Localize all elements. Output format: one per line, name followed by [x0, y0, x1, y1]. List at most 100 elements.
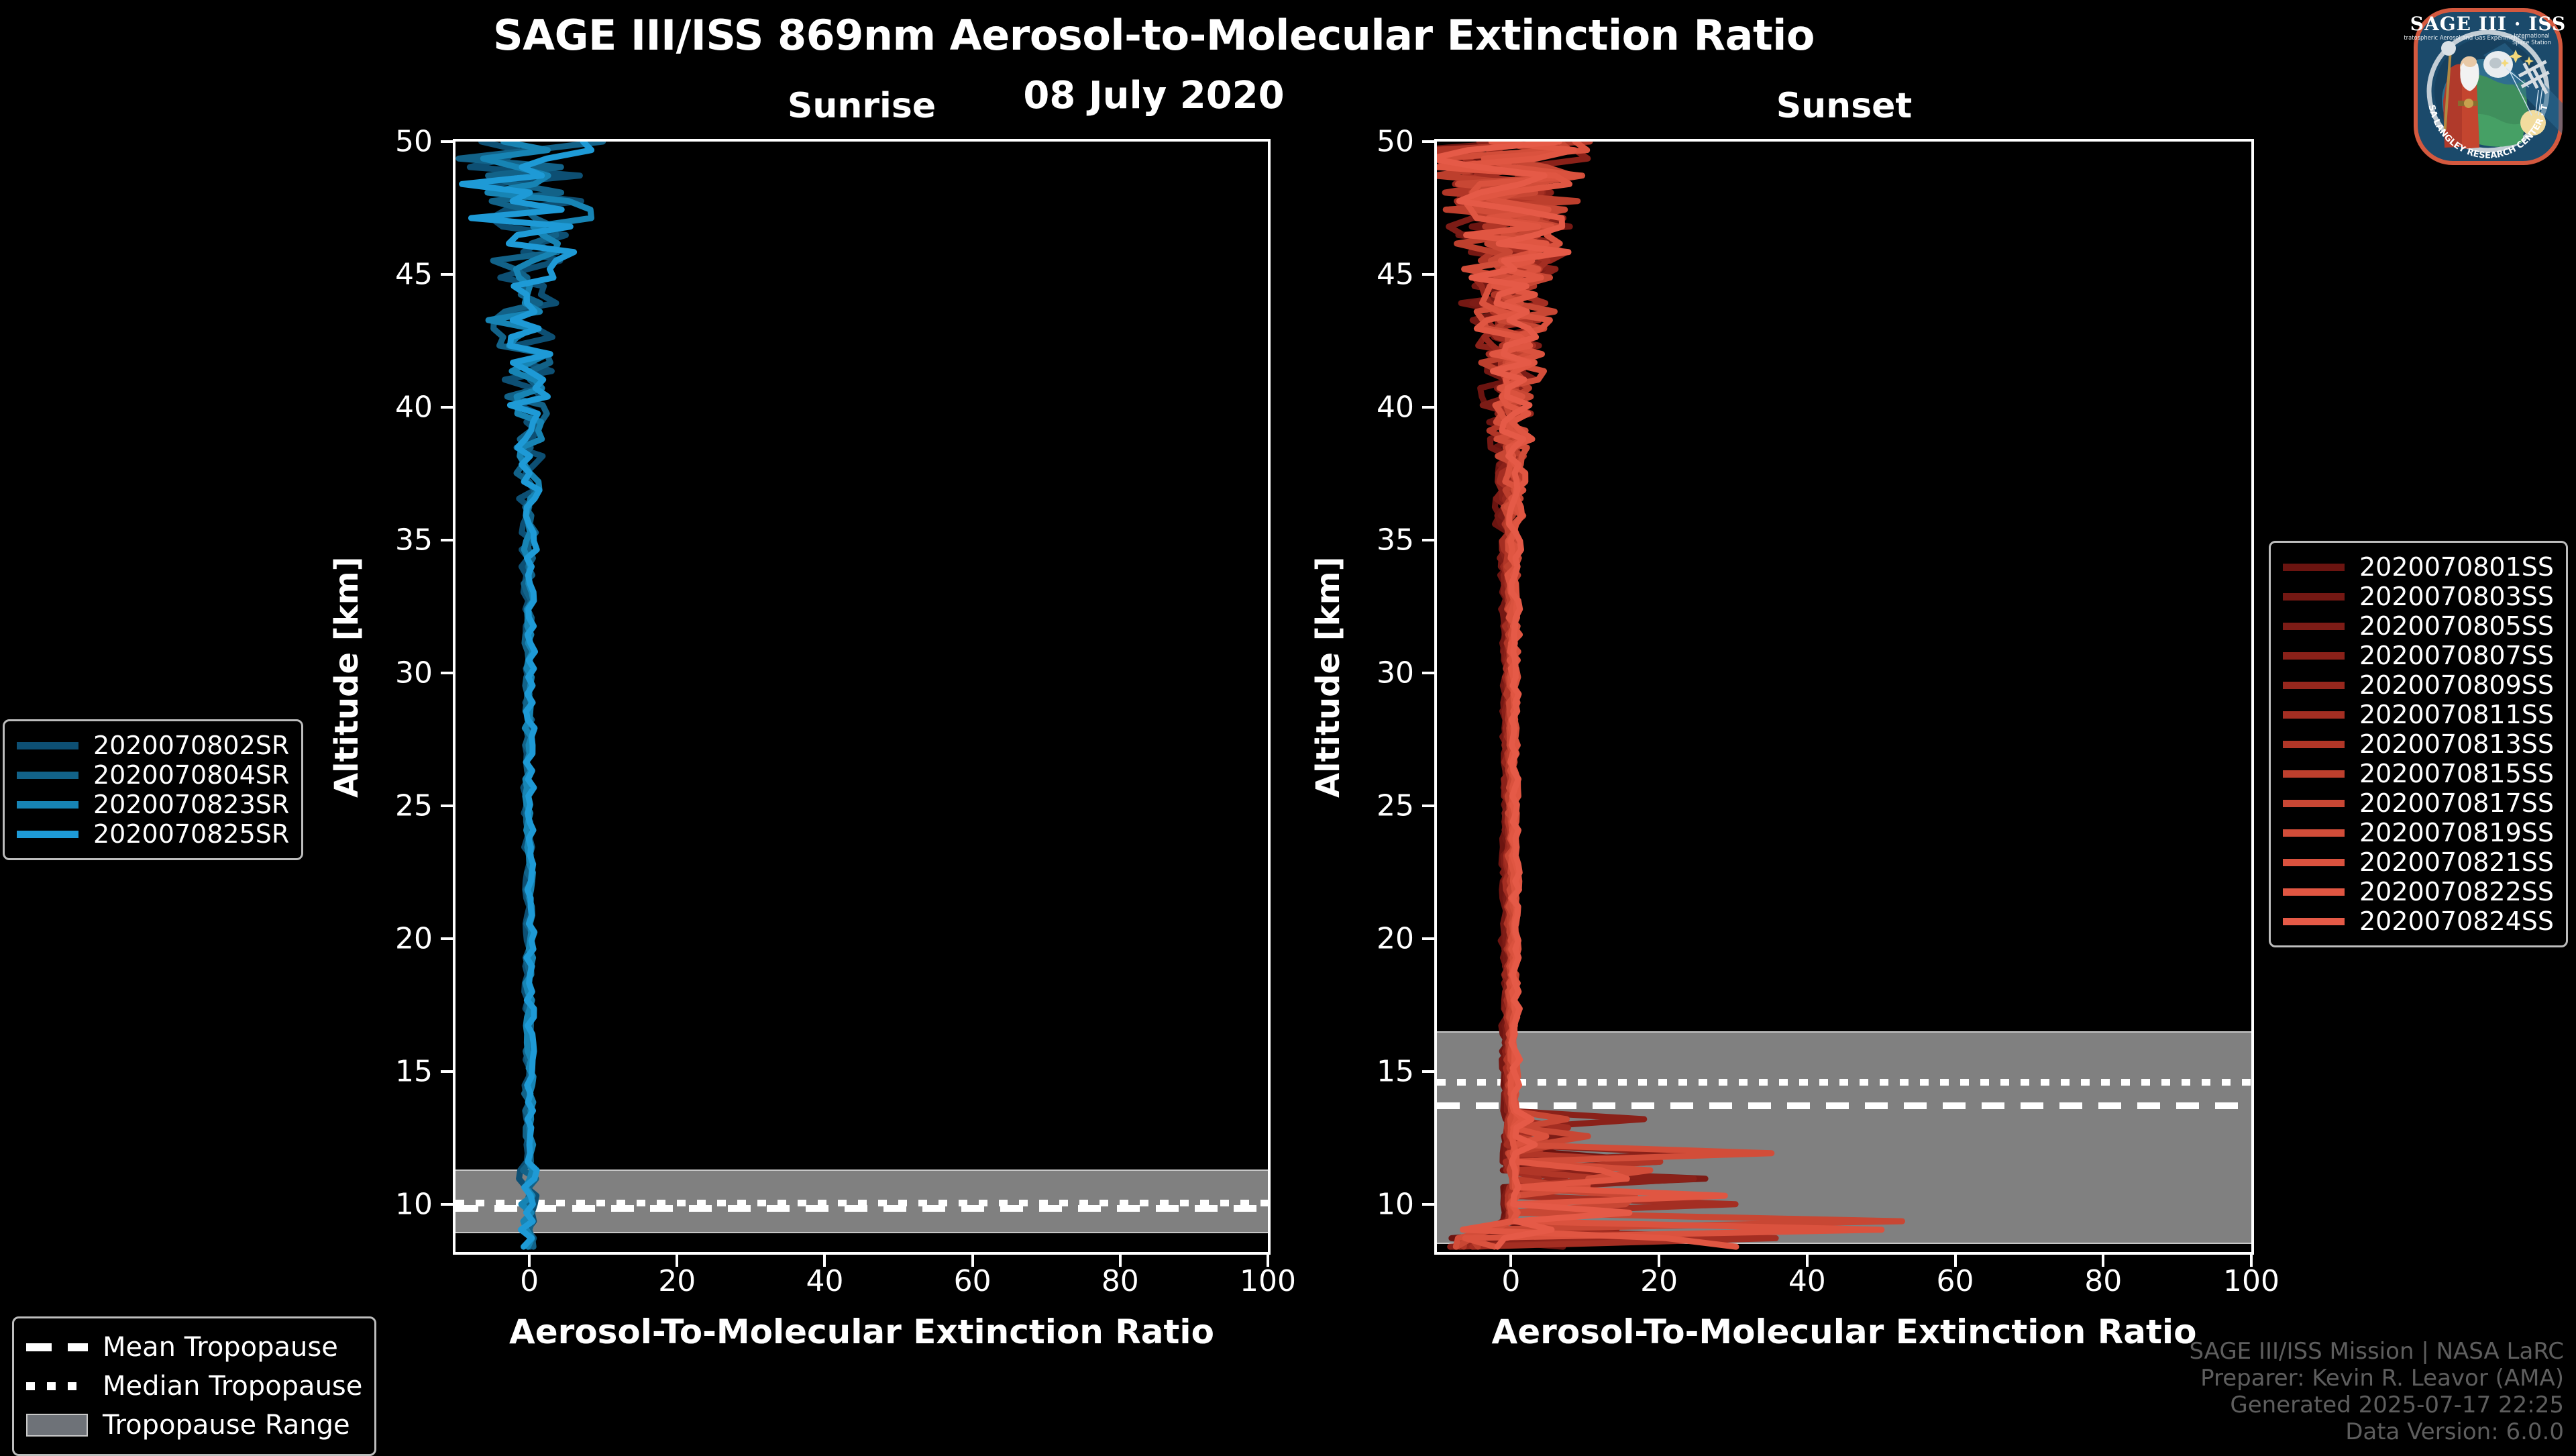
axis-xtick-mark: [1118, 1255, 1122, 1267]
sunset-plot-area: [1434, 139, 2254, 1255]
legend-item-2020070809SS: 2020070809SS: [2283, 670, 2554, 700]
legend-label-2020070803SS: 2020070803SS: [2359, 582, 2555, 611]
series-color-swatch: [2283, 799, 2345, 807]
axis-ytick-label-sunset-15: 15: [1377, 1054, 1414, 1089]
page-subtitle-date: 08 July 2020: [1023, 74, 1285, 117]
footer-preparer: Preparer: Kevin R. Leavor (AMA): [2200, 1364, 2564, 1392]
legend-item-2020070803SS: 2020070803SS: [2283, 582, 2554, 611]
legend-item-2020070824SS: 2020070824SS: [2283, 906, 2554, 936]
axis-ytick-label-sunrise-30: 30: [395, 656, 433, 690]
series-color-swatch: [17, 800, 78, 809]
legend-label-2020070807SS: 2020070807SS: [2359, 641, 2555, 670]
axis-ytick-mark: [1422, 538, 1434, 541]
footer-credits: SAGE III/ISS Mission | NASA LaRC Prepare…: [2189, 1338, 2564, 1445]
axis-xtick-label-sunrise-40: 40: [806, 1264, 844, 1298]
sunset-panel-title: Sunset: [1776, 86, 1913, 126]
axis-ytick-label-sunset-20: 20: [1377, 921, 1414, 956]
legend-label-2020070825SR: 2020070825SR: [93, 819, 290, 849]
axis-xtick-label-sunset-20: 20: [1640, 1264, 1678, 1298]
axis-ytick-label-sunrise-50: 50: [395, 124, 433, 159]
legend-item-2020070804SR: 2020070804SR: [17, 760, 289, 790]
series-color-swatch: [2283, 829, 2345, 837]
axis-ytick-label-sunrise-10: 10: [395, 1187, 433, 1222]
legend-item-2020070821SS: 2020070821SS: [2283, 847, 2554, 877]
axis-xtick-mark: [971, 1255, 974, 1267]
axis-xtick-mark: [1953, 1255, 1957, 1267]
axis-xtick-mark: [1267, 1255, 1269, 1267]
axis-ytick-mark: [441, 405, 453, 409]
mean-tropopause-line-sunset: [1437, 1102, 2251, 1110]
legend-label-mean-tropopause: Mean Tropopause: [103, 1332, 338, 1363]
axis-ytick-mark: [441, 671, 453, 674]
axis-ytick-label-sunset-35: 35: [1377, 523, 1414, 558]
axis-xtick-label-sunset-80: 80: [2084, 1264, 2123, 1298]
footer-mission: SAGE III/ISS Mission | NASA LaRC: [2189, 1337, 2564, 1365]
axis-ytick-label-sunrise-20: 20: [395, 921, 433, 956]
series-color-swatch: [2283, 563, 2345, 571]
axis-ytick-label-sunset-40: 40: [1377, 390, 1414, 425]
axis-xtick-label-sunset-40: 40: [1788, 1264, 1826, 1298]
axis-ytick-label-sunset-30: 30: [1377, 656, 1414, 690]
series-color-swatch: [2283, 592, 2345, 601]
axis-xtick-label-sunrise-60: 60: [953, 1264, 991, 1298]
series-color-swatch: [17, 830, 78, 838]
axis-ytick-mark: [1422, 804, 1434, 807]
legend-item-2020070811SS: 2020070811SS: [2283, 700, 2554, 729]
axis-ytick-mark: [441, 538, 453, 541]
legend-label-2020070805SS: 2020070805SS: [2359, 611, 2555, 641]
axis-ytick-mark: [441, 140, 453, 143]
axis-ytick-label-sunset-45: 45: [1377, 257, 1414, 292]
sunrise-plot-area: [453, 139, 1271, 1255]
axis-xtick-label-sunrise-100: 100: [1240, 1264, 1296, 1298]
axis-ytick-mark: [1422, 140, 1434, 143]
axis-ylabel-sunset: Altitude [km]: [1309, 556, 1347, 798]
axis-ytick-label-sunset-25: 25: [1377, 788, 1414, 823]
series-line-2020070824SS: [1437, 142, 1633, 1250]
series-color-swatch: [2283, 858, 2345, 866]
page-title: SAGE III/ISS 869nm Aerosol-to-Molecular …: [492, 11, 1815, 60]
svg-text:Space Station: Space Station: [2512, 39, 2551, 46]
legend-item-tropopause-range: Tropopause Range: [26, 1406, 362, 1445]
legend-label-2020070801SS: 2020070801SS: [2359, 552, 2555, 582]
legend-label-2020070804SR: 2020070804SR: [93, 760, 290, 790]
axis-ytick-label-sunrise-15: 15: [395, 1054, 433, 1089]
axis-ytick-mark: [441, 937, 453, 940]
svg-text:SAGE III · ISS: SAGE III · ISS: [2410, 13, 2566, 35]
legend-label-2020070815SS: 2020070815SS: [2359, 759, 2555, 788]
legend-label-2020070822SS: 2020070822SS: [2359, 877, 2555, 906]
axis-ytick-label-sunrise-40: 40: [395, 390, 433, 425]
axis-xtick-mark: [676, 1255, 679, 1267]
legend-item-2020070807SS: 2020070807SS: [2283, 641, 2554, 670]
legend-label-2020070802SR: 2020070802SR: [93, 731, 290, 760]
legend-item-2020070819SS: 2020070819SS: [2283, 818, 2554, 847]
sunset-legend: 2020070801SS 2020070803SS 2020070805SS 2020…: [2269, 541, 2569, 947]
series-line-2020070823SR: [480, 142, 594, 1250]
legend-item-2020070813SS: 2020070813SS: [2283, 729, 2554, 759]
legend-item-2020070817SS: 2020070817SS: [2283, 788, 2554, 818]
series-color-swatch: [2283, 681, 2345, 689]
dashed-line-icon: [26, 1343, 88, 1351]
median-tropopause-line-sunrise: [455, 1199, 1268, 1206]
filled-band-icon: [26, 1414, 88, 1437]
legend-item-mean-tropopause: Mean Tropopause: [26, 1328, 362, 1367]
tropopause-legend: Mean Tropopause Median Tropopause Tropop…: [12, 1316, 377, 1456]
axis-ytick-mark: [1422, 937, 1434, 940]
axis-ytick-label-sunrise-35: 35: [395, 523, 433, 558]
series-color-swatch: [2283, 622, 2345, 630]
series-line-2020070825SR: [459, 142, 595, 1250]
legend-item-2020070805SS: 2020070805SS: [2283, 611, 2554, 641]
legend-label-2020070813SS: 2020070813SS: [2359, 729, 2555, 759]
dotted-line-icon: [26, 1382, 88, 1390]
legend-item-median-tropopause: Median Tropopause: [26, 1367, 362, 1406]
axis-ylabel-sunrise: Altitude [km]: [328, 556, 366, 798]
legend-label-2020070817SS: 2020070817SS: [2359, 788, 2555, 818]
axis-xtick-mark: [2102, 1255, 2105, 1267]
sunrise-data-lines: [455, 142, 606, 1250]
sage-iii-iss-mission-patch-icon: SAGE III · ISS Stratospheric Aerosol and…: [2404, 3, 2566, 165]
median-tropopause-line-sunset: [1437, 1078, 2251, 1086]
series-color-swatch: [2283, 740, 2345, 748]
series-color-swatch: [17, 771, 78, 779]
axis-xtick-mark: [823, 1255, 826, 1267]
axis-xtick-mark: [1805, 1255, 1809, 1267]
axis-xtick-label-sunrise-20: 20: [658, 1264, 696, 1298]
